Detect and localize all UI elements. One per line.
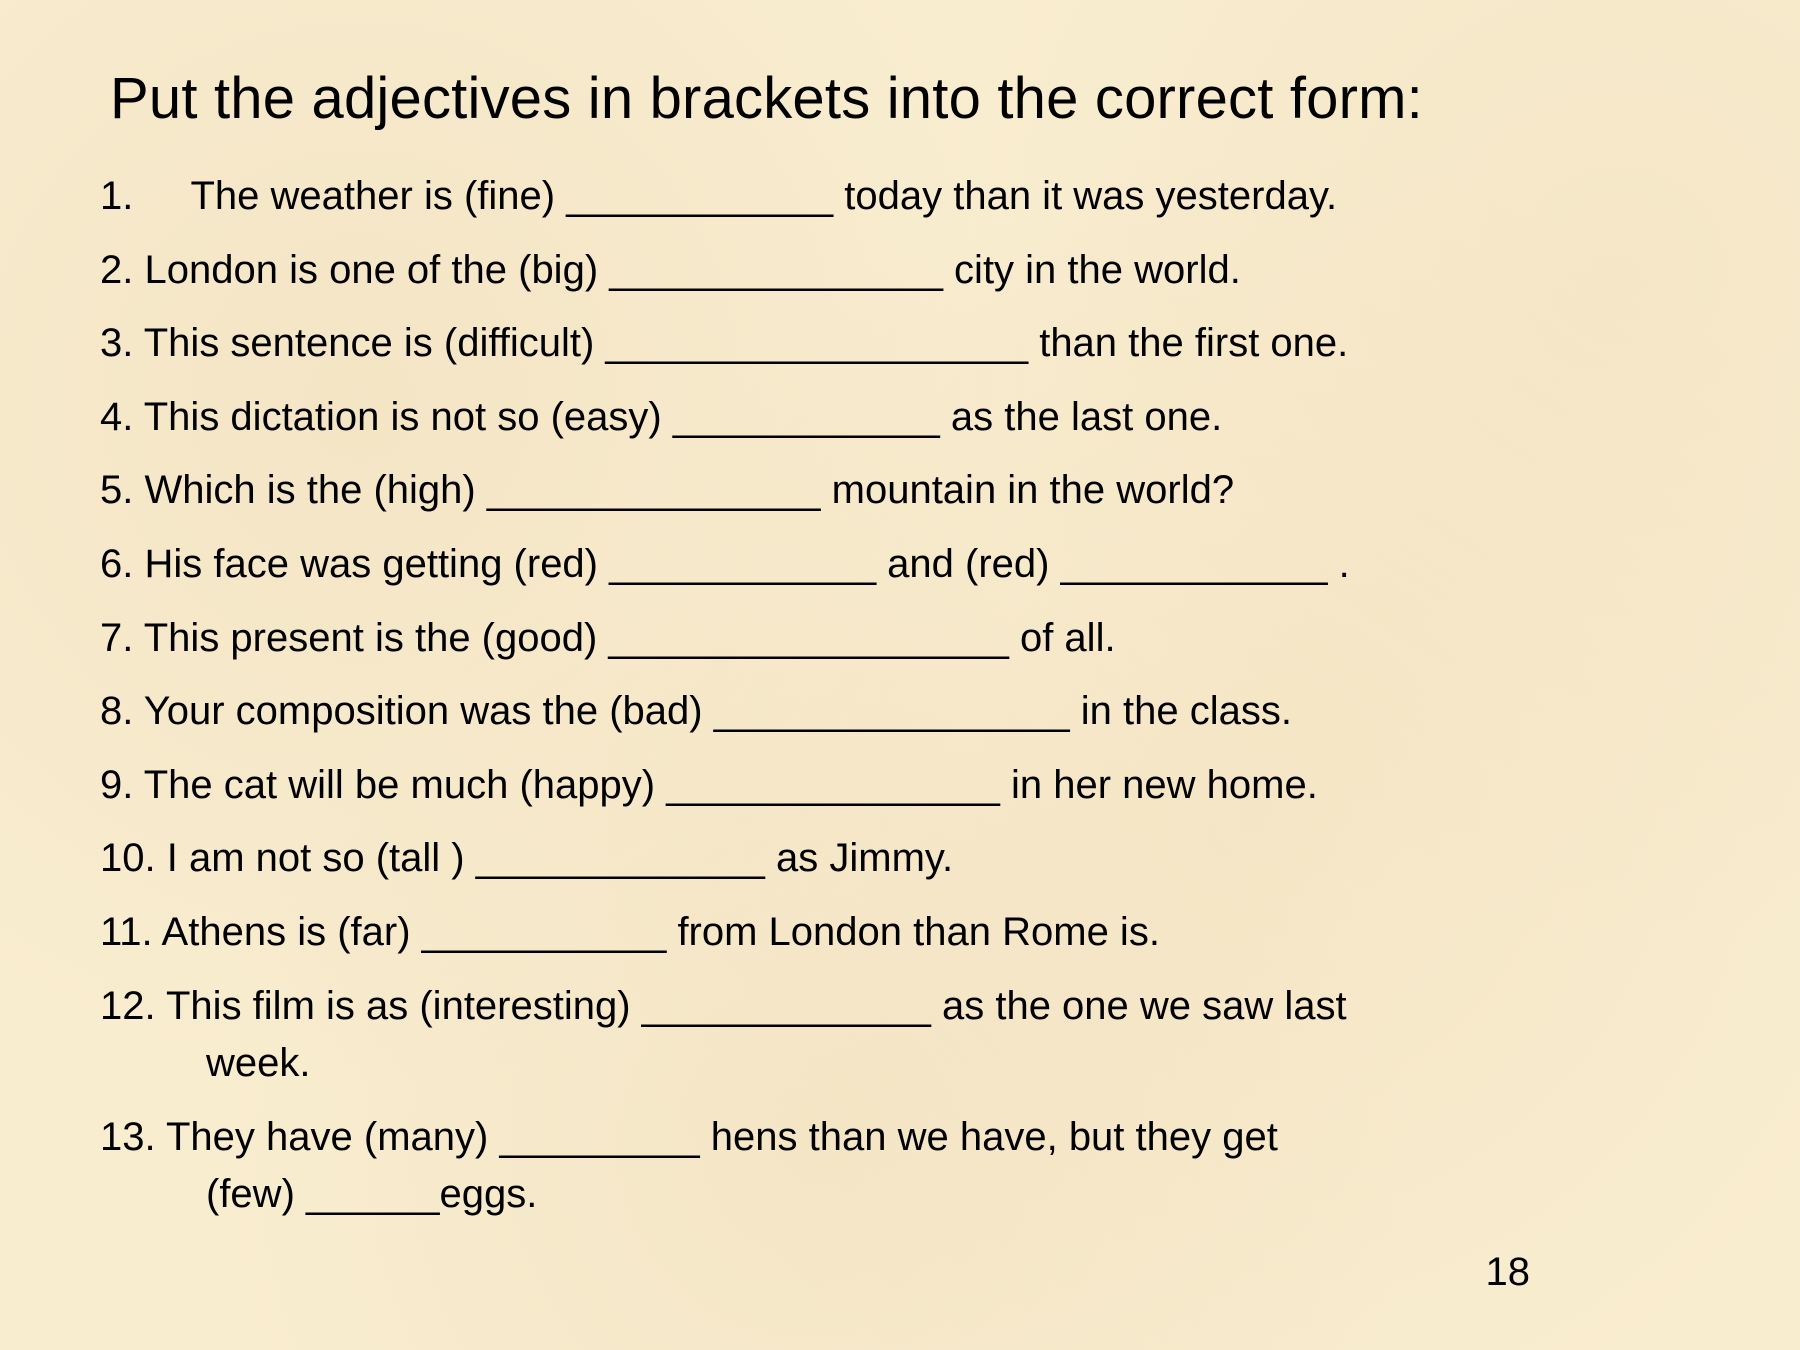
- item-text: His face was getting (red) ____________ …: [144, 542, 1349, 586]
- worksheet-title: Put the adjectives in brackets into the …: [110, 65, 1700, 132]
- exercise-item: 12. This film is as (interesting) ______…: [100, 978, 1700, 1093]
- item-text-continuation: (few) ______eggs.: [100, 1166, 1700, 1224]
- item-text: London is one of the (big) _____________…: [144, 248, 1240, 292]
- item-number: 5.: [100, 468, 133, 512]
- item-text: This sentence is (difficult) ___________…: [144, 321, 1349, 365]
- exercise-item: 10. I am not so (tall ) _____________ as…: [100, 830, 1700, 888]
- item-number: 4.: [100, 395, 133, 439]
- item-number: 11.: [100, 910, 153, 954]
- item-number: 6.: [100, 542, 133, 586]
- exercise-item: 6. His face was getting (red) __________…: [100, 536, 1700, 594]
- exercise-item: 8. Your composition was the (bad) ______…: [100, 683, 1700, 741]
- exercise-item: 9. The cat will be much (happy) ________…: [100, 757, 1700, 815]
- item-number: 13.: [100, 1115, 156, 1159]
- exercise-list: 1. The weather is (fine) ____________ to…: [100, 168, 1700, 1224]
- item-text: Athens is (far) ___________ from London …: [162, 910, 1160, 954]
- exercise-item: 2. London is one of the (big) __________…: [100, 242, 1700, 300]
- exercise-item: 7. This present is the (good) __________…: [100, 610, 1700, 668]
- item-text: Your composition was the (bad) _________…: [144, 689, 1292, 733]
- exercise-item: 1. The weather is (fine) ____________ to…: [100, 168, 1700, 226]
- item-text: Which is the (high) _______________ moun…: [144, 468, 1234, 512]
- item-number: 1.: [100, 174, 133, 218]
- page-number: 18: [1486, 1250, 1531, 1295]
- item-text: This dictation is not so (easy) ________…: [144, 395, 1222, 439]
- item-text: This present is the (good) _____________…: [144, 616, 1116, 660]
- item-text: The cat will be much (happy) ___________…: [144, 763, 1318, 807]
- item-number: 8.: [100, 689, 133, 733]
- exercise-item: 5. Which is the (high) _______________ m…: [100, 462, 1700, 520]
- exercise-item: 11. Athens is (far) ___________ from Lon…: [100, 904, 1700, 962]
- item-number: 2.: [100, 248, 133, 292]
- exercise-item: 13. They have (many) _________ hens than…: [100, 1109, 1700, 1224]
- item-number: 10.: [100, 836, 156, 880]
- item-number: 7.: [100, 616, 133, 660]
- item-text-continuation: week.: [100, 1035, 1700, 1093]
- item-text: This film is as (interesting) __________…: [166, 984, 1347, 1028]
- item-number: 12.: [100, 984, 156, 1028]
- exercise-item: 3. This sentence is (difficult) ________…: [100, 315, 1700, 373]
- item-number: 9.: [100, 763, 133, 807]
- item-text: I am not so (tall ) _____________ as Jim…: [167, 836, 953, 880]
- item-text: They have (many) _________ hens than we …: [166, 1115, 1278, 1159]
- item-number: 3.: [100, 321, 133, 365]
- exercise-item: 4. This dictation is not so (easy) _____…: [100, 389, 1700, 447]
- item-text: The weather is (fine) ____________ today…: [144, 174, 1337, 218]
